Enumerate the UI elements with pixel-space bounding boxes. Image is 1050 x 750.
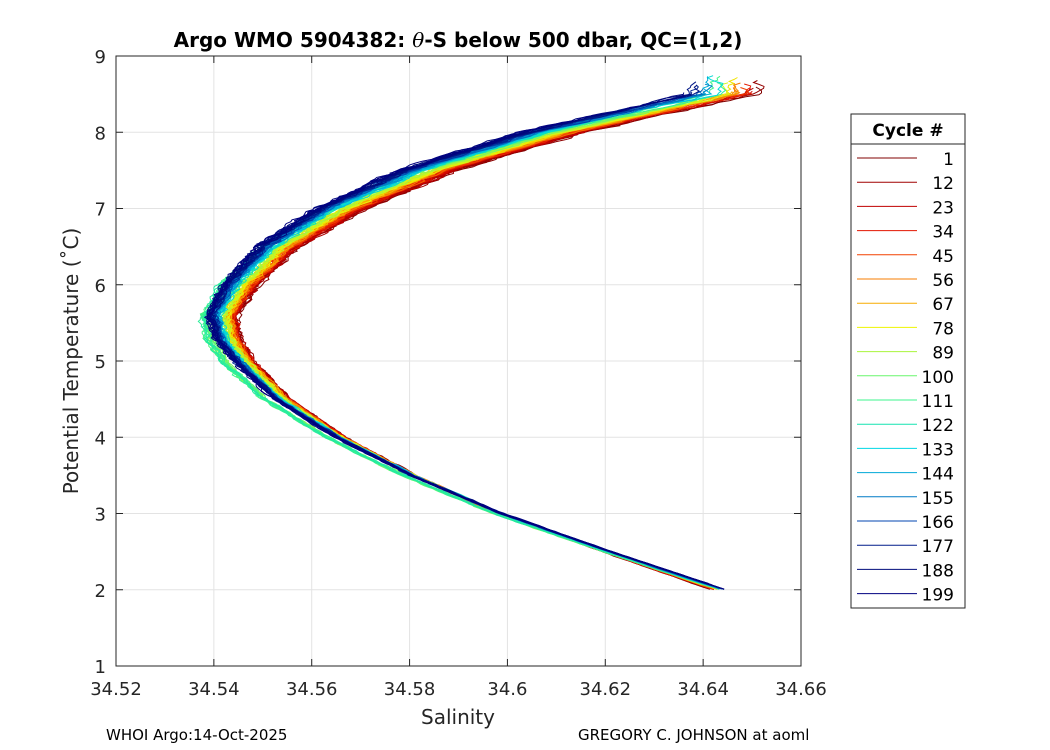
legend-label: 89: [932, 344, 954, 364]
y-tick-label: 4: [95, 428, 106, 449]
y-tick-label: 2: [95, 581, 106, 602]
legend-label: 166: [922, 513, 954, 533]
legend-label: 56: [932, 271, 954, 291]
legend-label: 100: [922, 368, 954, 388]
y-axis-label: Potential Temperature (˚C): [59, 228, 83, 495]
legend-label: 78: [932, 319, 954, 339]
y-tick-label: 1: [95, 657, 106, 678]
legend-label: 34: [932, 223, 954, 243]
legend-label: 12: [932, 174, 954, 194]
legend-label: 144: [922, 465, 954, 485]
chart-title: Argo WMO 5904382: θ-S below 500 dbar, QC…: [174, 28, 743, 52]
x-tick-label: 34.56: [286, 679, 338, 700]
legend-label: 67: [932, 295, 954, 315]
legend-label: 23: [932, 198, 954, 218]
y-tick-label: 3: [95, 505, 106, 526]
x-axis-label: Salinity: [421, 705, 495, 729]
y-tick-label: 8: [95, 123, 106, 144]
legend-label: 199: [922, 586, 954, 606]
x-tick-label: 34.64: [677, 679, 729, 700]
x-tick-label: 34.6: [487, 679, 527, 700]
legend-label: 111: [922, 392, 954, 412]
legend-label: 177: [922, 537, 954, 557]
y-tick-label: 6: [95, 276, 106, 297]
legend-label: 155: [922, 489, 954, 509]
legend-box: [850, 113, 966, 609]
legend-label: 45: [932, 247, 954, 267]
legend-label: 122: [922, 416, 954, 436]
legend-label: 1: [943, 150, 954, 170]
footer-credit-left: WHOI Argo:14-Oct-2025: [106, 726, 288, 744]
y-tick-label: 9: [95, 47, 106, 68]
y-tick-label: 7: [95, 200, 106, 221]
x-tick-label: 34.54: [188, 679, 240, 700]
axis-ticks: 34.52 34.54 34.56 34.58 34.6 34.62 34.64 34.66 1…: [90, 47, 827, 700]
legend-title: Cycle #: [872, 121, 943, 141]
profile-series: [197, 75, 765, 591]
legend: Cycle # 1 12 23 34 45 56 67 78 89 100 111 122 133 144…: [850, 113, 966, 609]
legend-label: 188: [922, 561, 954, 581]
legend-entries: 1 12 23 34 45 56 67 78 89 100 111 122 133 144 155 166 17…: [857, 150, 954, 606]
x-tick-label: 34.58: [384, 679, 436, 700]
footer-credit-right: GREGORY C. JOHNSON at aoml: [578, 726, 810, 744]
y-tick-label: 5: [95, 352, 106, 373]
x-tick-label: 34.52: [90, 679, 142, 700]
cycle-profile-line: [206, 121, 725, 590]
legend-label: 133: [922, 440, 954, 460]
x-tick-label: 34.66: [775, 679, 827, 700]
x-tick-label: 34.62: [580, 679, 632, 700]
